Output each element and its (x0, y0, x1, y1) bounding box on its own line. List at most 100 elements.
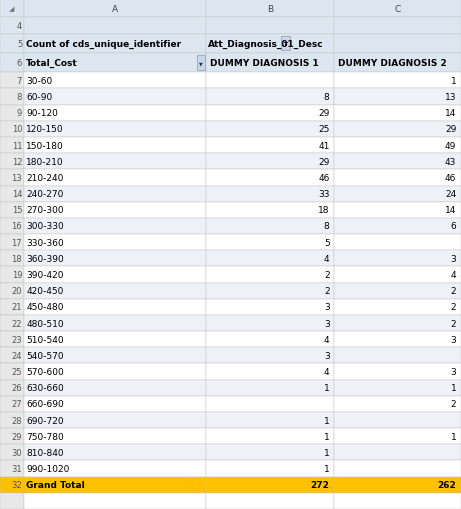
Text: 630-660: 630-660 (26, 383, 64, 392)
Text: 29: 29 (318, 157, 330, 166)
Bar (0, 267, 24, 283)
Bar (24, 493, 206, 509)
Bar (334, 186, 461, 202)
Text: 150-180: 150-180 (26, 142, 64, 150)
Text: 2: 2 (451, 303, 456, 312)
Bar (334, 348, 461, 364)
Bar (24, 315, 206, 331)
Bar (24, 54, 206, 73)
Bar (24, 444, 206, 461)
Text: 32: 32 (12, 480, 22, 489)
Bar (24, 0, 206, 18)
Bar (24, 138, 206, 154)
Text: 240-270: 240-270 (26, 190, 64, 199)
Text: T: T (284, 42, 287, 47)
Bar (0, 186, 24, 202)
Bar (334, 380, 461, 396)
Bar (334, 122, 461, 138)
Text: 570-600: 570-600 (26, 367, 64, 376)
Text: DUMMY DIAGNOSIS 2: DUMMY DIAGNOSIS 2 (338, 59, 447, 68)
Text: 3: 3 (324, 303, 330, 312)
Bar (0, 251, 24, 267)
Text: 46: 46 (445, 174, 456, 183)
Text: 4: 4 (324, 367, 330, 376)
Text: 750-780: 750-780 (26, 432, 64, 441)
Text: 24: 24 (12, 351, 22, 360)
Text: 18: 18 (318, 206, 330, 215)
Text: 30-60: 30-60 (26, 77, 53, 86)
Text: 1: 1 (451, 432, 456, 441)
Text: 1: 1 (451, 77, 456, 86)
Text: 300-330: 300-330 (26, 222, 64, 231)
Bar (0, 396, 24, 412)
Text: 420-450: 420-450 (26, 287, 64, 296)
Text: 22: 22 (12, 319, 22, 328)
Text: 480-510: 480-510 (26, 319, 64, 328)
Bar (334, 267, 461, 283)
Bar (24, 35, 206, 54)
Text: 26: 26 (12, 383, 22, 392)
Bar (0, 283, 24, 299)
Bar (0, 138, 24, 154)
Bar (334, 396, 461, 412)
Bar (0, 299, 24, 315)
Bar (206, 380, 334, 396)
Bar (0, 122, 24, 138)
Bar (334, 235, 461, 251)
Bar (334, 299, 461, 315)
Text: 1: 1 (324, 432, 330, 441)
Bar (334, 412, 461, 428)
Bar (206, 73, 334, 89)
Text: 15: 15 (12, 206, 22, 215)
Bar (206, 267, 334, 283)
Text: C: C (395, 5, 401, 14)
Bar (206, 18, 334, 35)
Bar (0, 348, 24, 364)
Bar (24, 428, 206, 444)
Text: 210-240: 210-240 (26, 174, 64, 183)
Text: 8: 8 (324, 222, 330, 231)
Text: Grand Total: Grand Total (26, 480, 85, 489)
Text: 23: 23 (12, 335, 22, 344)
Bar (24, 331, 206, 348)
Bar (206, 122, 334, 138)
Text: 262: 262 (437, 480, 456, 489)
Text: 3: 3 (451, 335, 456, 344)
Bar (334, 477, 461, 493)
Text: 660-690: 660-690 (26, 400, 64, 409)
Text: 49: 49 (445, 142, 456, 150)
Bar (206, 461, 334, 477)
Text: 18: 18 (12, 254, 22, 263)
Text: 13: 13 (445, 93, 456, 102)
Bar (24, 299, 206, 315)
Bar (206, 235, 334, 251)
Text: 270-300: 270-300 (26, 206, 64, 215)
Bar (0, 493, 24, 509)
Text: 1: 1 (324, 383, 330, 392)
Text: 29: 29 (445, 125, 456, 134)
Bar (24, 364, 206, 380)
Bar (206, 186, 334, 202)
Text: B: B (267, 5, 273, 14)
Text: 3: 3 (451, 367, 456, 376)
Text: 810-840: 810-840 (26, 448, 64, 457)
Text: 1: 1 (324, 416, 330, 425)
Bar (0, 154, 24, 170)
Bar (334, 73, 461, 89)
Text: 1: 1 (324, 464, 330, 473)
Bar (24, 73, 206, 89)
Text: 10: 10 (12, 125, 22, 134)
Text: 25: 25 (318, 125, 330, 134)
Bar (206, 218, 334, 235)
Bar (0, 428, 24, 444)
Bar (24, 380, 206, 396)
Bar (334, 364, 461, 380)
Text: 6: 6 (17, 59, 22, 68)
Bar (0, 89, 24, 105)
Text: 272: 272 (311, 480, 330, 489)
Bar (206, 89, 334, 105)
Bar (24, 186, 206, 202)
Bar (206, 35, 334, 54)
Bar (24, 235, 206, 251)
Bar (24, 170, 206, 186)
